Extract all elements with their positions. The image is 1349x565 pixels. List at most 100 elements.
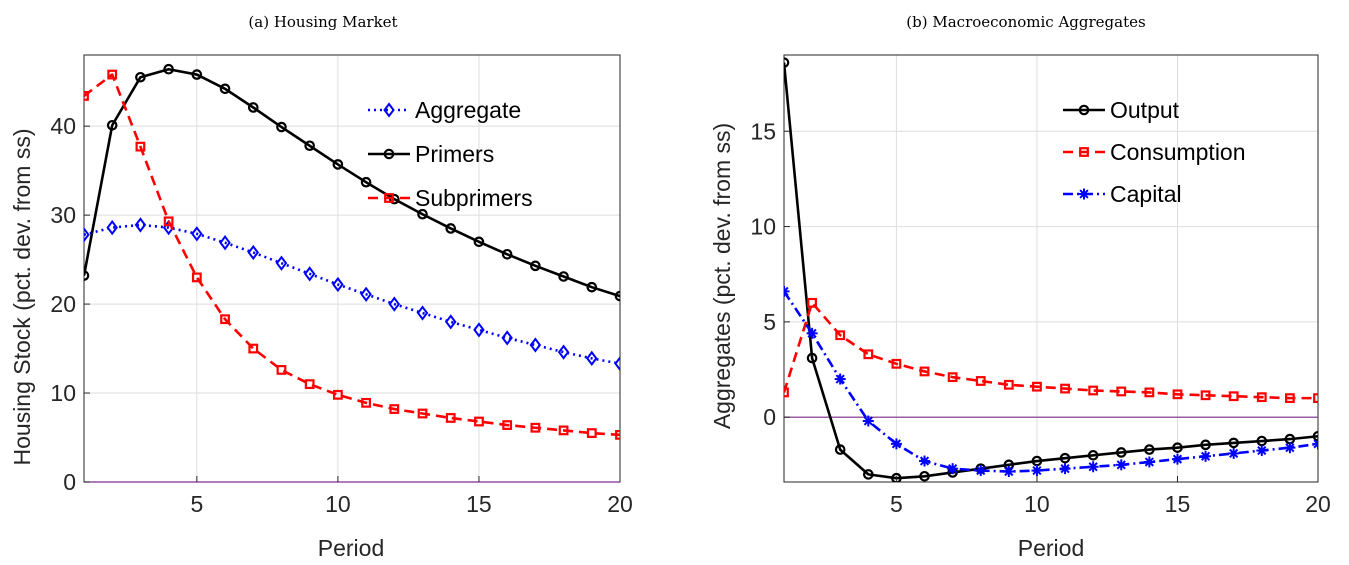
y-tick-label: 10: [750, 214, 776, 240]
data-point-capital: [1087, 461, 1099, 473]
data-point-aggregate: [529, 337, 542, 353]
x-tick-label: 20: [607, 491, 633, 517]
data-point-consumption: [1060, 383, 1070, 394]
data-point-aggregate: [134, 217, 147, 233]
data-point-subprimers: [84, 91, 89, 101]
data-point-aggregate: [303, 266, 316, 282]
x-tick-label: 5: [190, 491, 203, 517]
legend-label: Aggregate: [415, 97, 521, 123]
panel-a-title: (a) Housing Market: [248, 13, 397, 31]
data-point-aggregate: [614, 356, 620, 372]
series-output: [784, 57, 1318, 482]
data-point-capital: [1256, 445, 1268, 457]
panel-a-ylabel: Housing Stock (pct. dev. from ss): [9, 128, 35, 465]
data-point-consumption: [863, 349, 874, 360]
series-aggregate: [84, 217, 620, 372]
data-point-primers: [191, 69, 203, 80]
legend-marker: [1079, 147, 1089, 157]
legend-label: Capital: [1110, 181, 1182, 207]
y-tick-label: 0: [63, 469, 76, 495]
data-point-capital: [947, 463, 959, 475]
data-point-aggregate: [416, 305, 429, 321]
data-point-primers: [135, 71, 146, 83]
data-point-aggregate: [586, 350, 598, 367]
data-point-aggregate: [106, 219, 118, 236]
data-point-subprimers: [361, 397, 372, 408]
data-point-aggregate: [557, 344, 570, 360]
series-subprimers: [84, 69, 620, 440]
panel-b-xlabel: Period: [1018, 535, 1084, 561]
legend-marker: [1078, 104, 1090, 116]
data-point-subprimers: [417, 408, 428, 419]
panel-b-ticks: 5 10 15 20 0 5 10 15: [750, 118, 1330, 517]
data-point-capital: [1143, 456, 1155, 468]
data-point-subprimers: [474, 416, 484, 427]
panel-a-plot-area: [84, 63, 620, 483]
data-point-primers: [473, 236, 485, 248]
data-point-output: [1144, 444, 1155, 455]
data-point-output: [863, 469, 874, 480]
data-point-subprimers: [389, 404, 400, 414]
x-tick-label: 5: [890, 491, 903, 517]
data-point-consumption: [1256, 392, 1267, 403]
data-point-primers: [586, 281, 598, 293]
data-point-subprimers: [163, 216, 174, 227]
data-point-consumption: [1200, 390, 1211, 401]
data-point-capital: [890, 438, 902, 450]
data-point-consumption: [1313, 393, 1318, 404]
y-tick-label: 40: [50, 113, 76, 139]
data-point-capital: [1059, 463, 1071, 475]
data-point-subprimers: [107, 69, 118, 80]
data-point-primers: [276, 121, 287, 133]
data-point-consumption: [1172, 389, 1183, 400]
series-line-primers: [84, 67, 620, 298]
data-point-primers: [332, 159, 344, 170]
data-point-subprimers: [502, 420, 513, 430]
data-point-capital: [862, 415, 874, 427]
data-point-primers: [84, 270, 90, 281]
data-point-aggregate: [219, 235, 231, 251]
data-point-aggregate: [360, 286, 372, 302]
data-point-subprimers: [135, 141, 146, 152]
data-point-primers: [304, 140, 315, 152]
data-point-consumption: [784, 387, 789, 398]
data-point-capital: [919, 455, 931, 467]
x-tick-label: 15: [1165, 491, 1191, 517]
data-point-primers: [445, 223, 457, 234]
data-point-primers: [558, 271, 569, 282]
data-point-subprimers: [530, 422, 541, 433]
data-point-capital: [1171, 453, 1183, 465]
legend-item-output: Output: [1063, 97, 1180, 123]
data-point-primers: [530, 260, 541, 272]
legend-label: Output: [1110, 97, 1180, 123]
data-point-primers: [163, 63, 174, 75]
data-point-primers: [417, 208, 428, 220]
series-line-subprimers: [84, 73, 620, 437]
data-point-aggregate: [275, 255, 288, 271]
data-point-consumption: [1032, 381, 1042, 392]
data-point-aggregate: [191, 226, 203, 242]
data-point-output: [1087, 450, 1099, 461]
data-point-consumption: [919, 366, 930, 377]
series-capital: [784, 285, 1318, 478]
data-point-aggregate: [84, 227, 90, 243]
data-point-output: [806, 352, 818, 364]
panel-b-plot-area: [784, 57, 1318, 482]
data-point-capital: [1312, 438, 1318, 450]
data-point-consumption: [1003, 379, 1014, 390]
data-point-consumption: [947, 372, 958, 383]
y-tick-label: 30: [50, 202, 76, 228]
legend-item-subprimers: Subprimers: [368, 185, 533, 211]
data-point-consumption: [1228, 391, 1239, 402]
legend-item-aggregate: Aggregate: [368, 97, 521, 123]
data-point-consumption: [1284, 393, 1295, 404]
y-tick-label: 15: [750, 118, 776, 144]
data-point-output: [1312, 430, 1318, 442]
panel-macro-aggregates: (b) Macroeconomic Aggregates 5 10 15 20 0 5 10…: [709, 13, 1331, 561]
series-line-aggregate: [84, 223, 620, 365]
data-point-primers: [614, 290, 620, 302]
legend-label: Consumption: [1110, 139, 1246, 165]
data-point-output: [891, 472, 902, 482]
panel-a-legend: Aggregate Primers Subprimers: [368, 97, 533, 211]
